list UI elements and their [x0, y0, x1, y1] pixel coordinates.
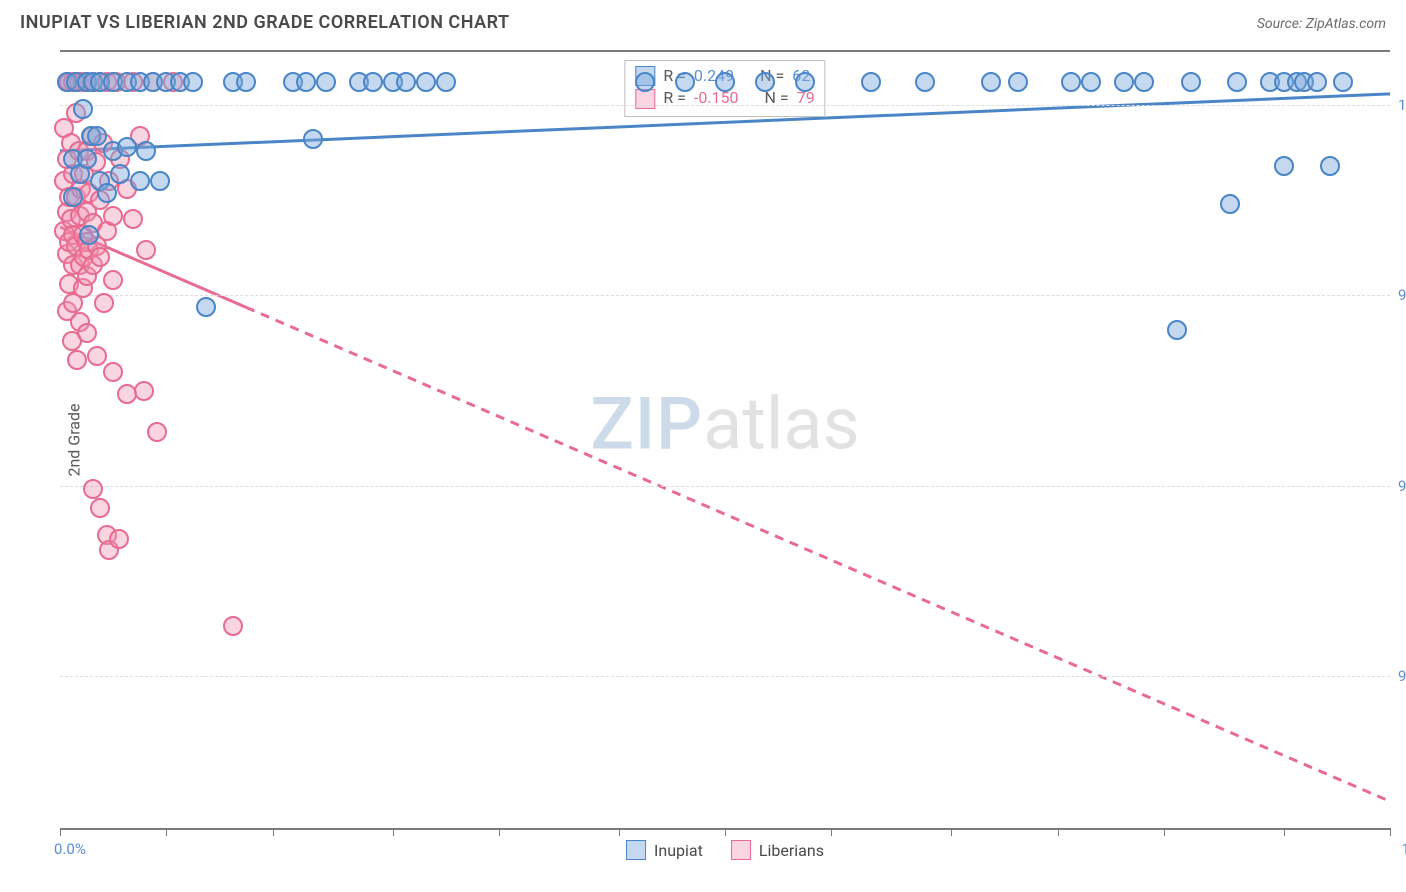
- x-tick: [166, 828, 167, 836]
- scatter-point-series1: [1274, 156, 1294, 176]
- x-tick: [273, 828, 274, 836]
- x-tick: [1058, 828, 1059, 836]
- scatter-point-series1: [1134, 72, 1154, 92]
- scatter-point-series1: [183, 72, 203, 92]
- scatter-point-series2: [67, 350, 87, 370]
- gridline: [60, 295, 1390, 296]
- scatter-point-series1: [296, 72, 316, 92]
- scatter-point-series1: [915, 72, 935, 92]
- scatter-point-series1: [675, 72, 695, 92]
- legend-item-series2: Liberians: [731, 840, 824, 860]
- source-label: Source: ZipAtlas.com: [1257, 16, 1386, 32]
- scatter-point-series1: [715, 72, 735, 92]
- scatter-point-series1: [635, 72, 655, 92]
- scatter-point-series1: [1167, 320, 1187, 340]
- scatter-point-series1: [436, 72, 456, 92]
- x-tick: [725, 828, 726, 836]
- legend-swatch-series1: [626, 840, 646, 860]
- watermark: ZIPatlas: [590, 382, 859, 467]
- scatter-point-series2: [223, 616, 243, 636]
- scatter-point-series1: [87, 126, 107, 146]
- watermark-part1: ZIP: [590, 382, 703, 467]
- scatter-point-series2: [90, 498, 110, 518]
- scatter-point-series1: [416, 72, 436, 92]
- scatter-point-series2: [103, 270, 123, 290]
- chart-plot-area: 2nd Grade ZIPatlas R = 0.249 N = 62 R = …: [60, 50, 1390, 830]
- y-tick-label: 100.0%: [1398, 96, 1406, 114]
- chart-title: INUPIAT VS LIBERIAN 2ND GRADE CORRELATIO…: [20, 12, 510, 33]
- y-axis-label: 2nd Grade: [65, 403, 84, 476]
- stat-r-series2: -0.150: [694, 87, 739, 109]
- scatter-point-series1: [861, 72, 881, 92]
- scatter-point-series1: [79, 225, 99, 245]
- legend-swatch-series2: [731, 840, 751, 860]
- scatter-point-series1: [981, 72, 1001, 92]
- gridline: [60, 105, 1390, 106]
- scatter-point-series1: [110, 164, 130, 184]
- x-axis-min-label: 0.0%: [54, 840, 86, 858]
- scatter-point-series1: [150, 171, 170, 191]
- legend-label-series1: Inupiat: [654, 841, 703, 860]
- scatter-point-series2: [123, 209, 143, 229]
- scatter-point-series2: [83, 479, 103, 499]
- y-tick-label: 95.0%: [1398, 477, 1406, 495]
- scatter-point-series2: [147, 422, 167, 442]
- scatter-point-series1: [63, 187, 83, 207]
- y-tick-label: 92.5%: [1398, 667, 1406, 685]
- scatter-point-series2: [103, 362, 123, 382]
- scatter-point-series1: [1220, 194, 1240, 214]
- x-tick: [393, 828, 394, 836]
- scatter-point-series1: [1008, 72, 1028, 92]
- legend: Inupiat Liberians: [626, 840, 824, 860]
- scatter-point-series2: [77, 323, 97, 343]
- scatter-point-series1: [1181, 72, 1201, 92]
- scatter-point-series1: [396, 72, 416, 92]
- scatter-point-series2: [90, 247, 110, 267]
- x-tick: [499, 828, 500, 836]
- scatter-point-series1: [1307, 72, 1327, 92]
- scatter-point-series1: [1227, 72, 1247, 92]
- title-bar: INUPIAT VS LIBERIAN 2ND GRADE CORRELATIO…: [0, 0, 1406, 39]
- x-tick: [1390, 828, 1391, 836]
- scatter-point-series1: [1061, 72, 1081, 92]
- legend-label-series2: Liberians: [759, 841, 824, 860]
- x-tick: [831, 828, 832, 836]
- scatter-point-series2: [134, 381, 154, 401]
- legend-item-series1: Inupiat: [626, 840, 703, 860]
- scatter-point-series2: [94, 293, 114, 313]
- scatter-point-series1: [77, 149, 97, 169]
- scatter-point-series1: [795, 72, 815, 92]
- x-tick: [951, 828, 952, 836]
- watermark-part2: atlas: [703, 382, 860, 467]
- gridline: [60, 486, 1390, 487]
- scatter-point-series1: [73, 99, 93, 119]
- y-tick-label: 97.5%: [1398, 286, 1406, 304]
- scatter-point-series1: [136, 141, 156, 161]
- scatter-point-series2: [87, 346, 107, 366]
- gridline: [60, 676, 1390, 677]
- x-tick: [1164, 828, 1165, 836]
- x-axis-max-label: 100.0%: [1401, 840, 1406, 858]
- scatter-point-series1: [130, 171, 150, 191]
- scatter-point-series1: [303, 129, 323, 149]
- scatter-point-series2: [103, 206, 123, 226]
- trend-lines-layer: [60, 52, 1390, 828]
- scatter-point-series1: [1320, 156, 1340, 176]
- scatter-point-series1: [755, 72, 775, 92]
- scatter-point-series1: [97, 183, 117, 203]
- scatter-point-series1: [117, 137, 137, 157]
- scatter-point-series1: [1114, 72, 1134, 92]
- scatter-point-series2: [136, 240, 156, 260]
- x-tick: [1284, 828, 1285, 836]
- scatter-point-series1: [1081, 72, 1101, 92]
- scatter-point-series1: [236, 72, 256, 92]
- x-tick: [60, 828, 61, 836]
- scatter-point-series1: [196, 297, 216, 317]
- scatter-point-series1: [363, 72, 383, 92]
- scatter-point-series2: [109, 529, 129, 549]
- scatter-point-series1: [1333, 72, 1353, 92]
- scatter-point-series1: [316, 72, 336, 92]
- x-tick: [619, 828, 620, 836]
